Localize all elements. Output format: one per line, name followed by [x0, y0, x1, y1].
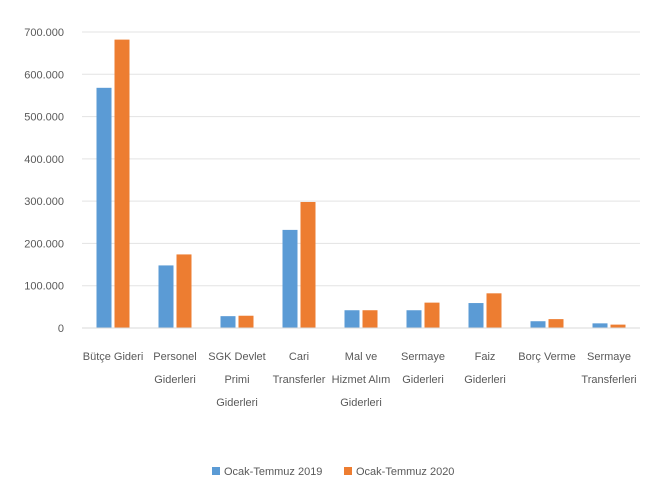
- bar-2020: [610, 324, 626, 328]
- bar-2020: [114, 39, 130, 329]
- bar-2020: [300, 201, 316, 328]
- y-tick-label: 500.000: [24, 112, 64, 124]
- y-tick-label: 400.000: [24, 154, 64, 166]
- bar-2020: [238, 315, 254, 328]
- legend-swatch: [212, 467, 220, 475]
- legend-swatch: [344, 467, 352, 475]
- y-tick-label: 200.000: [24, 238, 64, 250]
- x-category-label: Personel Giderleri: [153, 351, 196, 386]
- legend: Ocak-Temmuz 2019 Ocak-Temmuz 2020: [212, 466, 454, 478]
- y-axis-ticks: 0 100.000 200.000 300.000 400.000 500.000 600.…: [24, 27, 64, 335]
- bar-2019: [592, 323, 608, 328]
- bar-2019: [468, 303, 484, 328]
- bar-2019: [158, 265, 174, 328]
- x-axis-labels: Bütçe Gideri Personel Giderleri SGK Devlet P…: [83, 351, 637, 409]
- x-category-label: Faiz Giderleri: [464, 351, 506, 386]
- bar-2019: [282, 229, 298, 328]
- bar-2019: [530, 321, 546, 328]
- bar-2020: [176, 254, 192, 328]
- x-category-label: SGK Devlet Primi Giderleri: [208, 351, 265, 409]
- bar-2019: [96, 87, 112, 329]
- legend-label: Ocak-Temmuz 2019: [224, 466, 322, 478]
- x-category-label: Borç Verme: [518, 351, 575, 363]
- bars-group: [96, 39, 626, 329]
- x-category-label: Sermaye Giderleri: [401, 351, 445, 386]
- bar-2020: [548, 319, 564, 328]
- bar-2019: [220, 316, 236, 328]
- x-category-label: Cari Transferler: [273, 351, 326, 386]
- bar-2020: [362, 310, 378, 328]
- y-tick-label: 700.000: [24, 27, 64, 39]
- bar-2019: [344, 310, 360, 328]
- x-category-label: Mal ve Hizmet Alım Giderleri: [332, 351, 391, 409]
- x-category-label: Bütçe Gideri: [83, 351, 144, 363]
- gridlines: [82, 31, 640, 287]
- bar-2020: [486, 293, 502, 328]
- y-tick-label: 300.000: [24, 196, 64, 208]
- y-tick-label: 0: [58, 323, 64, 335]
- bar-2019: [406, 310, 422, 328]
- y-tick-label: 600.000: [24, 69, 64, 81]
- y-tick-label: 100.000: [24, 281, 64, 293]
- bar-2020: [424, 302, 440, 328]
- legend-label: Ocak-Temmuz 2020: [356, 466, 454, 478]
- x-category-label: Sermaye Transferleri: [581, 351, 636, 386]
